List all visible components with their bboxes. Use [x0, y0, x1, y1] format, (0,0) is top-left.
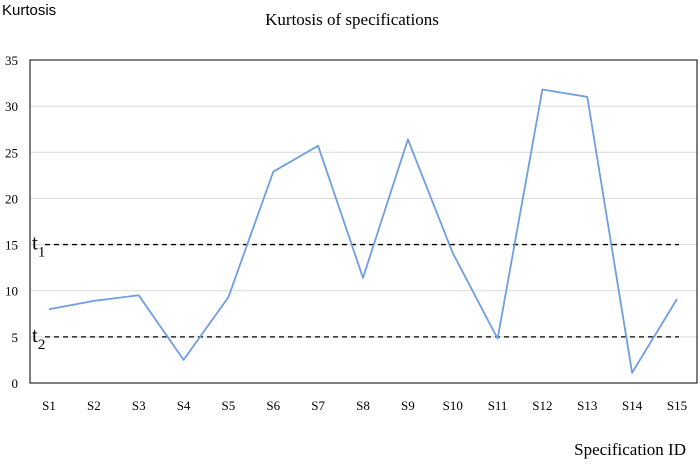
x-axis-title: Specification ID — [574, 440, 686, 459]
x-tick-label: S12 — [532, 398, 552, 413]
x-tick-label: S8 — [356, 398, 370, 413]
x-tick-label: S10 — [443, 398, 463, 413]
x-tick-label: S7 — [311, 398, 325, 413]
x-tick-label: S11 — [488, 398, 508, 413]
x-tick-label: S15 — [667, 398, 687, 413]
series-layer — [48, 88, 678, 374]
y-tick-label: 0 — [12, 376, 19, 391]
y-axis-title: Kurtosis — [2, 2, 56, 19]
y-tick-label: 15 — [5, 238, 18, 253]
y-tick-label: 30 — [5, 99, 18, 114]
x-tick-label: S6 — [266, 398, 280, 413]
x-tick-label: S1 — [42, 398, 56, 413]
y-tick-label: 10 — [5, 284, 18, 299]
threshold-label: t1 — [32, 231, 45, 261]
threshold-lines: t1 t2 — [32, 231, 679, 353]
x-tick-label: S14 — [622, 398, 643, 413]
threshold-label: t2 — [32, 323, 45, 353]
gridlines — [30, 59, 697, 338]
series-line — [48, 88, 678, 374]
y-tick-label: 25 — [5, 145, 18, 160]
x-tick-label: S3 — [132, 398, 146, 413]
x-tick-label: S2 — [87, 398, 101, 413]
x-tick-label: S9 — [401, 398, 415, 413]
y-tick-label: 5 — [12, 330, 19, 345]
y-tick-labels: 0 5 10 15 20 25 30 35 — [5, 53, 18, 391]
plot-frame — [29, 59, 698, 384]
chart-title: Kurtosis of specifications — [265, 10, 439, 29]
x-tick-labels: S1 S2 S3 S4 S5 S6 S7 S8 S9 S10 S11 S12 S13 S14 S15 — [42, 398, 687, 413]
y-tick-label: 35 — [5, 53, 18, 68]
y-tick-label: 20 — [5, 191, 18, 206]
x-tick-label: S13 — [577, 398, 597, 413]
x-tick-label: S4 — [177, 398, 191, 413]
x-tick-label: S5 — [222, 398, 236, 413]
